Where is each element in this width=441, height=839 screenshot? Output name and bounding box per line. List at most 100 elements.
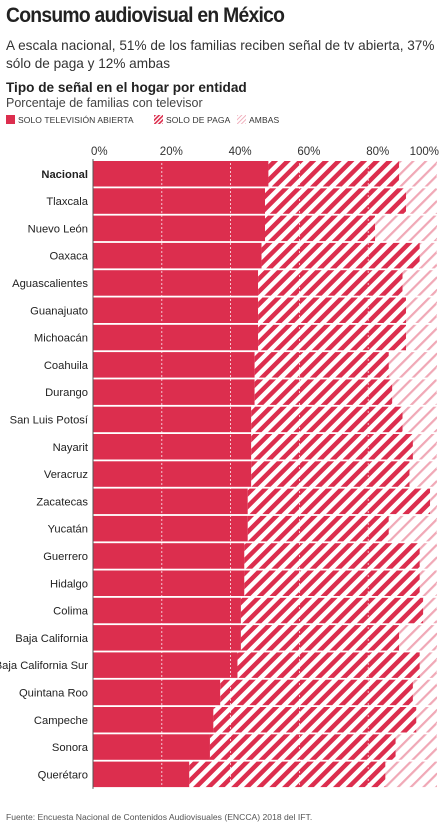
x-tick-label: 100% [410, 146, 439, 158]
category-label: Guerrero [43, 551, 88, 563]
legend-label: AMBAS [249, 114, 280, 125]
bar-segment-ambas [399, 161, 437, 187]
bar-segment-abierta [93, 707, 214, 733]
bar-segment-ambas [419, 652, 437, 678]
category-label: Guanajuato [30, 305, 88, 317]
bar-segment-paga [254, 379, 393, 405]
bar-segment-paga [251, 434, 413, 460]
legend-label: SOLO TELEVISIÓN ABIERTA [18, 114, 134, 125]
source-note: Fuente: Encuesta Nacional de Contenidos … [6, 812, 313, 822]
bar-segment-ambas [399, 625, 437, 651]
category-label: Querétaro [38, 769, 88, 781]
stacked-bar-chart: 0% 20% 40% 60% 80% 100% Nacional Tlaxcala Nuevo… [0, 146, 439, 789]
bar-segment-paga [240, 625, 400, 651]
category-label: Baja California Sur [0, 660, 88, 672]
bar-segment-abierta [93, 215, 265, 242]
chart-title: Tipo de señal en el hogar por entidad [6, 80, 247, 95]
bar-segment-ambas [392, 379, 437, 405]
bar-segment-paga [254, 352, 389, 378]
bar-segment-paga [220, 679, 413, 706]
legend-item-paga: SOLO DE PAGA [154, 114, 230, 125]
bar-segment-paga [258, 297, 407, 323]
category-label: Hidalgo [50, 578, 88, 590]
x-tick-label: 40% [229, 146, 252, 158]
bar-segment-abierta [93, 679, 221, 706]
x-tick-label: 0% [91, 146, 108, 158]
legend-item-ambas: AMBAS [237, 114, 279, 125]
bar-segment-ambas [430, 488, 437, 515]
bar-segment-paga [244, 570, 420, 596]
bar-segment-ambas [406, 188, 437, 214]
chart-subtitle: Porcentaje de familias con televisor [6, 96, 203, 110]
bar-segment-abierta [93, 652, 238, 678]
category-label: Nacional [41, 169, 88, 181]
bar-segment-paga [265, 188, 407, 214]
bar-segment-ambas [402, 406, 437, 433]
category-label: San Luis Potosí [10, 414, 89, 426]
bar-segment-paga [213, 707, 417, 733]
page-subtitle: A escala nacional, 51% de los familias r… [6, 38, 435, 71]
category-label: Colima [53, 606, 89, 618]
page-title: Consumo audiovisual en México [6, 4, 285, 27]
bar-segment-abierta [93, 242, 262, 269]
bar-segment-abierta [93, 434, 252, 460]
bar-segment-paga [189, 761, 386, 788]
category-label: Durango [45, 387, 88, 399]
bar-segment-paga [258, 324, 407, 351]
gridlines [92, 159, 438, 789]
bar-segment-paga [209, 734, 396, 760]
bar-segment-paga [268, 161, 400, 187]
bar-segment-abierta [93, 543, 245, 569]
bar-segment-ambas [416, 707, 437, 733]
bar-segment-abierta [93, 270, 259, 296]
bar-segment-ambas [388, 515, 437, 542]
bar-segment-abierta [93, 324, 259, 351]
category-label: Veracruz [44, 469, 89, 481]
category-label: Sonora [52, 742, 89, 754]
bar-segment-ambas [402, 270, 437, 296]
category-label: Baja California [15, 633, 89, 645]
x-tick-label: 60% [297, 146, 320, 158]
bar-segment-ambas [412, 679, 437, 706]
bar-segment-ambas [412, 434, 437, 460]
bar-segment-ambas [423, 597, 437, 624]
legend-swatch-striped-icon [154, 115, 163, 125]
bar-segment-paga [265, 215, 376, 242]
category-label: Nayarit [53, 442, 89, 454]
legend-item-abierta: SOLO TELEVISIÓN ABIERTA [6, 114, 134, 125]
bar-segment-paga [251, 406, 403, 433]
bar-segment-paga [237, 652, 420, 678]
bar-segment-ambas [419, 570, 437, 596]
x-tick-label: 20% [160, 146, 183, 158]
legend-swatch-solid-icon [6, 115, 15, 125]
x-axis-ticks: 0% 20% 40% 60% 80% 100% [91, 146, 439, 158]
bar-segment-ambas [388, 352, 437, 378]
category-label: Tlaxcala [46, 196, 88, 208]
bar-segment-paga [244, 543, 420, 569]
legend-swatch-light-striped-icon [237, 115, 246, 125]
bar-segment-abierta [93, 625, 241, 651]
bar-segment-paga [247, 488, 431, 515]
bar-segment-ambas [406, 297, 437, 323]
bar-segment-abierta [93, 734, 210, 760]
legend-label: SOLO DE PAGA [166, 114, 231, 125]
bars [93, 161, 437, 788]
category-label: Oaxaca [49, 251, 88, 263]
bar-segment-abierta [93, 761, 190, 788]
category-label: Michoacán [34, 333, 88, 345]
bar-segment-paga [251, 461, 410, 487]
bar-segment-ambas [375, 215, 437, 242]
bar-segment-paga [261, 242, 420, 269]
category-label: Campeche [34, 715, 88, 727]
category-label: Zacatecas [36, 496, 88, 508]
bar-segment-ambas [419, 242, 437, 269]
bar-segment-ambas [419, 543, 437, 569]
bar-segment-abierta [93, 515, 248, 542]
bar-segment-paga [247, 515, 389, 542]
bar-segment-abierta [93, 379, 255, 405]
bar-segment-ambas [385, 761, 437, 788]
category-label: Quintana Roo [19, 687, 88, 699]
bar-segment-abierta [93, 188, 265, 214]
category-label: Yucatán [48, 524, 88, 536]
bar-segment-abierta [93, 406, 252, 433]
